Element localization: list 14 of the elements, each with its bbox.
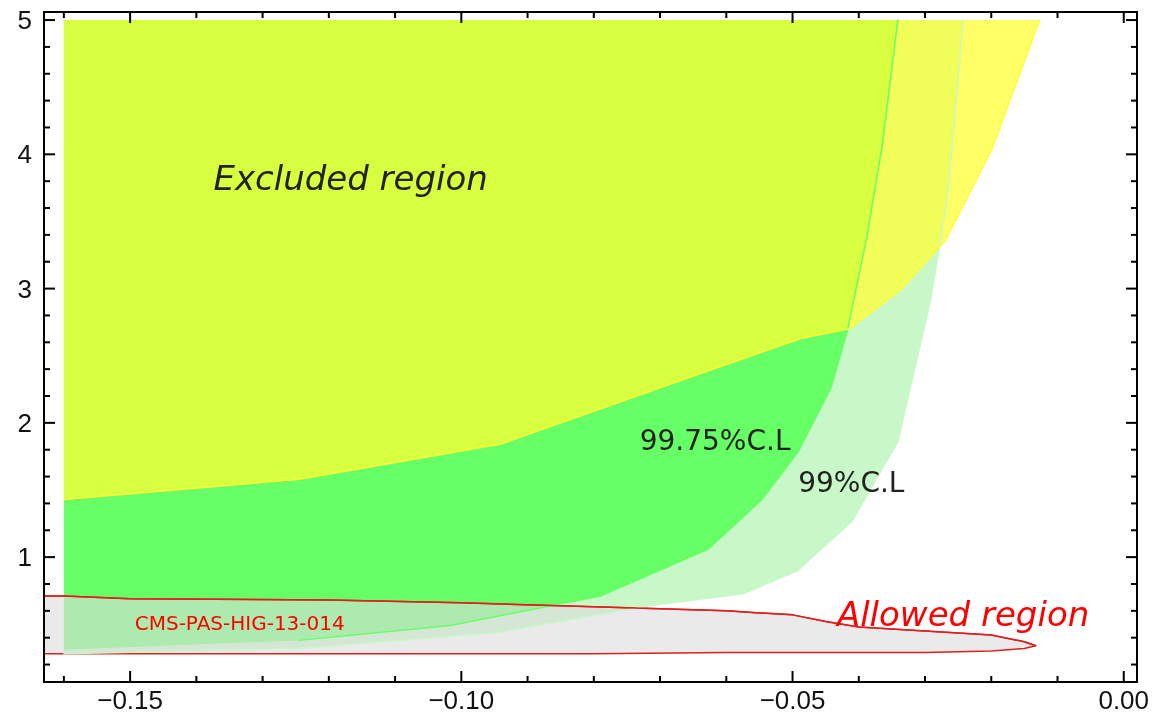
annotation: Allowed region (834, 593, 1090, 634)
y-tick-label: 1 (17, 542, 32, 573)
annotation: 99.75%C.L (639, 424, 791, 458)
x-tick-label: −0.10 (428, 685, 495, 712)
y-tick-label: 2 (17, 407, 32, 438)
y-tick-label: 3 (17, 273, 32, 304)
y-tick-label: 5 (17, 5, 32, 36)
x-tick-label: −0.05 (759, 685, 826, 712)
y-tick-label: 4 (17, 139, 32, 170)
x-tick-label: 0.00 (1098, 685, 1150, 712)
annotation: CMS-PAS-HIG-13-014 (134, 611, 345, 636)
x-tick-label: −0.15 (97, 685, 164, 712)
annotation: 99%C.L (798, 466, 905, 500)
annotation: Excluded region (213, 157, 488, 198)
